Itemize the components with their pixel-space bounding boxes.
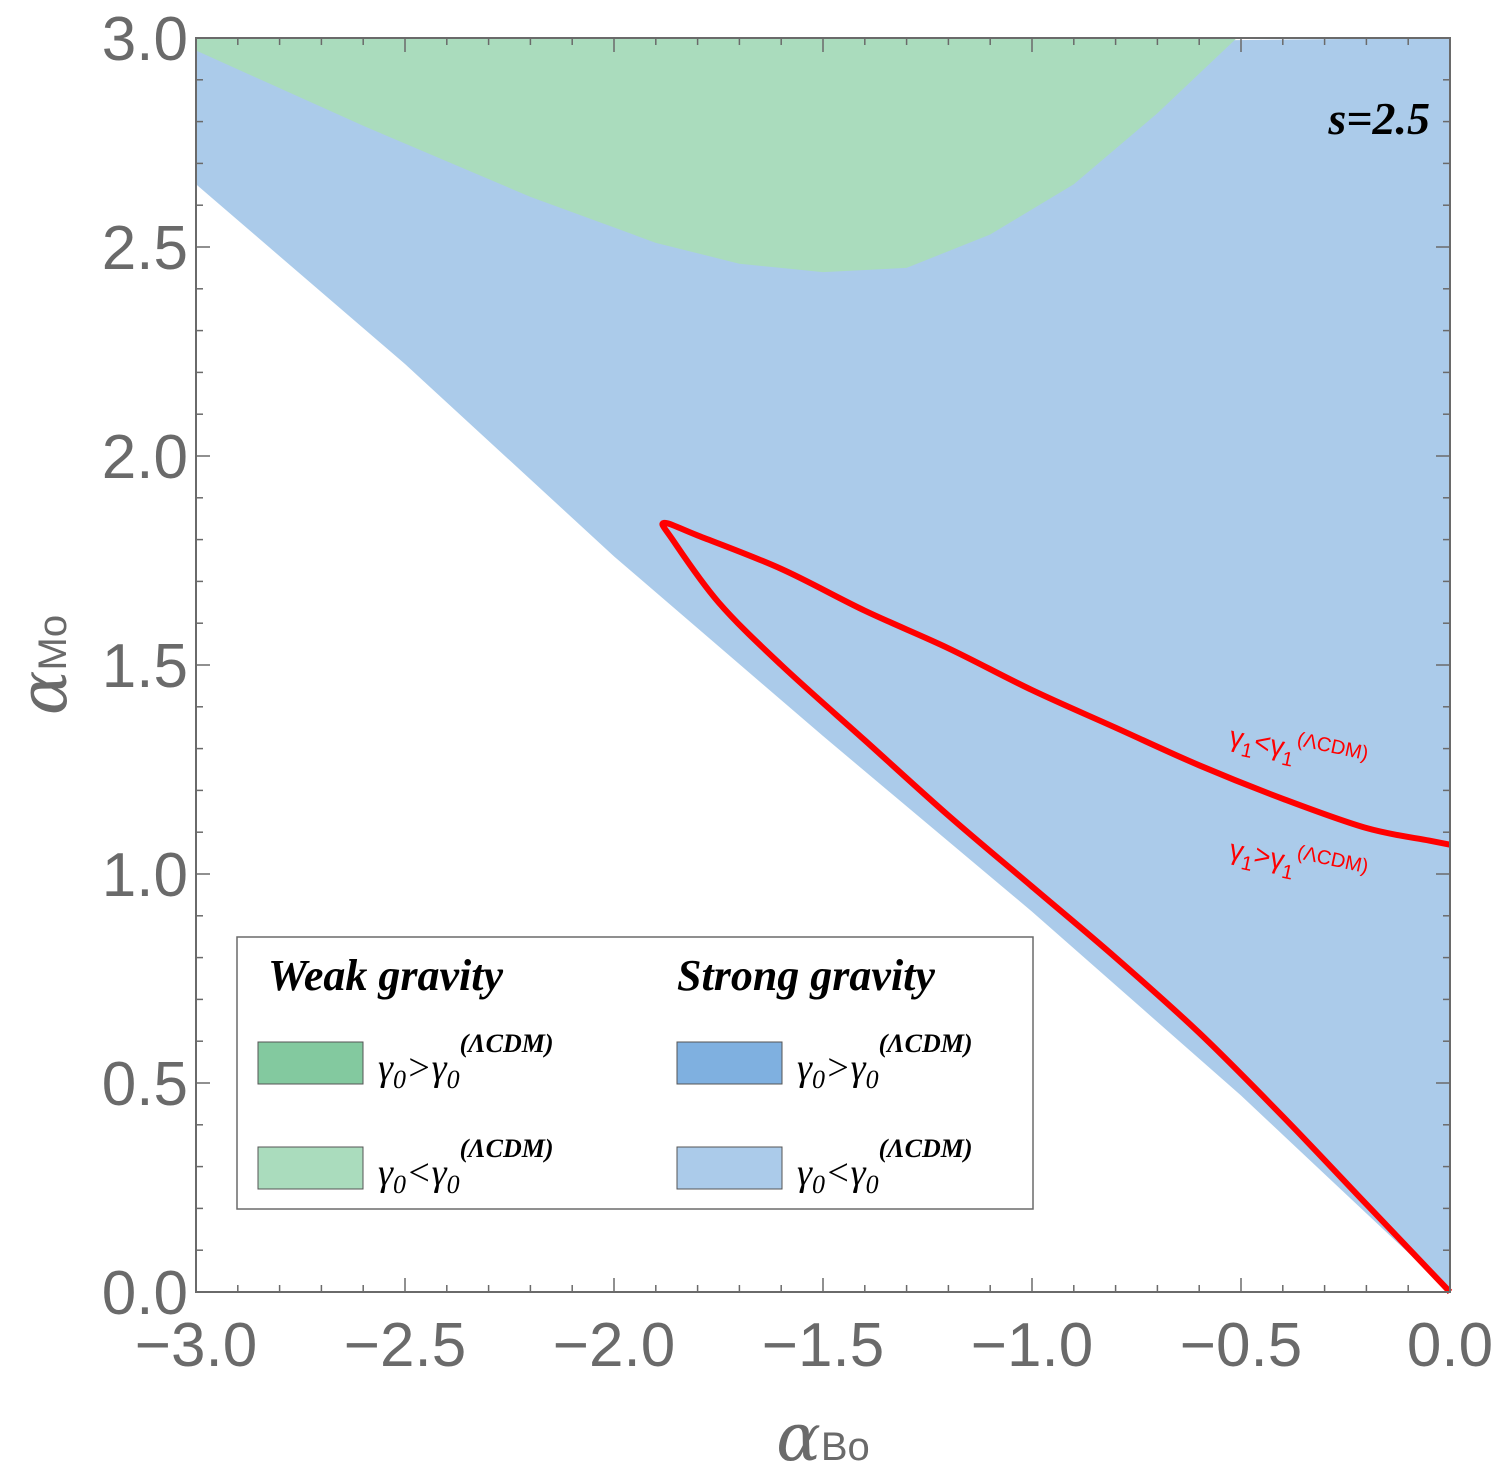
legend-heading-weak: Weak gravity [268, 951, 503, 1000]
legend-swatch-strong-lt [676, 1146, 783, 1190]
legend-heading-strong: Strong gravity [677, 951, 935, 1000]
x-tick-label: −3.0 [135, 1311, 257, 1380]
x-tick-label: −0.5 [1180, 1311, 1302, 1380]
curve-layer [659, 519, 1453, 1295]
parameter-label: s=2.5 [1327, 93, 1430, 144]
y-tick-label: 2.0 [102, 423, 188, 492]
gamma1-boundary-curve [659, 519, 1453, 1295]
y-tick-label: 0.5 [102, 1050, 188, 1119]
legend-swatch-strong-gt [676, 1041, 783, 1085]
x-tick-labels: −3.0 −2.5 −2.0 −1.5 −1.0 −0.5 0.0 [135, 1311, 1493, 1380]
legend-box [236, 936, 1034, 1210]
y-tick-label: 2.5 [102, 214, 188, 283]
y-tick-labels: 0.0 0.5 1.0 1.5 2.0 2.5 3.0 [102, 5, 188, 1328]
legend-swatch-weak-lt [257, 1146, 364, 1190]
y-tick-label: 1.5 [102, 632, 188, 701]
x-tick-label: −2.5 [344, 1311, 466, 1380]
y-axis-label: αMo [5, 615, 82, 715]
y-tick-label: 0.0 [102, 1259, 188, 1328]
y-tick-label: 3.0 [102, 5, 188, 74]
region-weak-lt [196, 38, 1237, 273]
plot-frame [195, 37, 1451, 1293]
legend: Weak gravity Strong gravity γ0>γ0(ΛCDM) … [236, 936, 1034, 1210]
legend-entry-strong-gt: γ0>γ0(ΛCDM) [797, 1029, 973, 1094]
legend-entry-strong-lt: γ0<γ0(ΛCDM) [797, 1134, 973, 1199]
x-tick-label: 0.0 [1407, 1311, 1493, 1380]
x-tick-label: −1.0 [971, 1311, 1093, 1380]
x-axis-label: αBo [776, 1399, 870, 1473]
y-tick-label: 1.0 [102, 841, 188, 910]
legend-swatch-weak-gt [257, 1041, 364, 1085]
x-tick-label: −1.5 [762, 1311, 884, 1380]
legend-entry-weak-lt: γ0<γ0(ΛCDM) [378, 1134, 554, 1199]
legend-entry-weak-gt: γ0>γ0(ΛCDM) [378, 1029, 554, 1094]
x-tick-label: −2.0 [553, 1311, 675, 1380]
